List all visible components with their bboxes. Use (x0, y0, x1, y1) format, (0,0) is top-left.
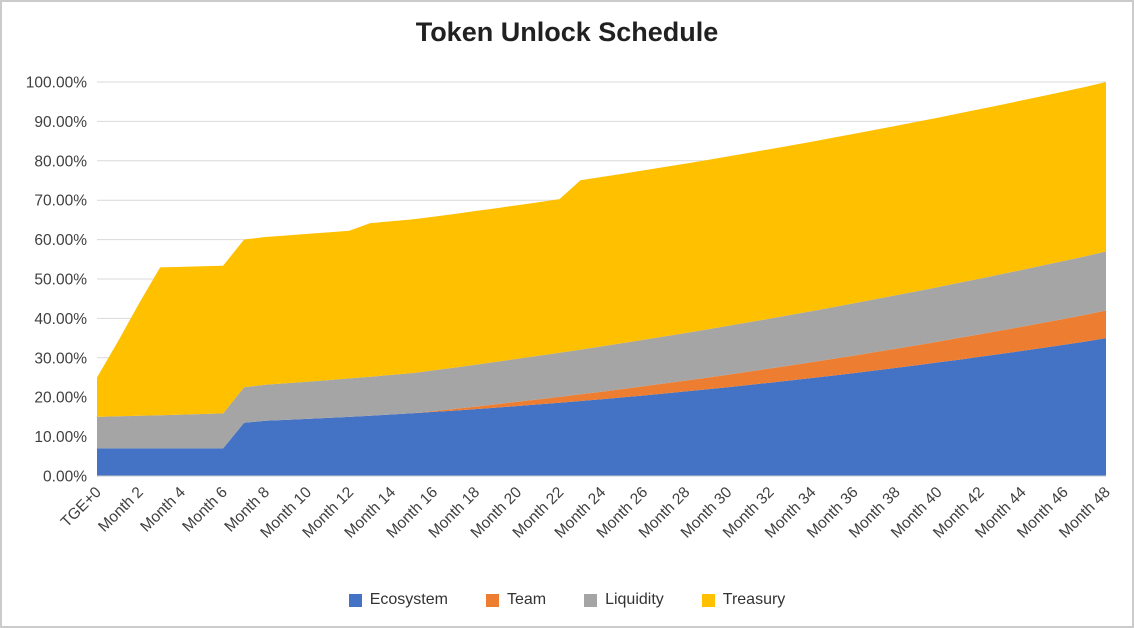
legend-item-treasury: Treasury (701, 591, 786, 609)
area-series-treasury (97, 82, 1106, 417)
y-tick-label: 20.00% (34, 390, 87, 407)
legend-item-liquidity: Liquidity (584, 591, 664, 609)
y-tick-label: 30.00% (34, 350, 87, 367)
legend-label: Liquidity (605, 591, 664, 608)
y-tick-label: 10.00% (34, 429, 87, 446)
y-tick-label: 60.00% (34, 232, 87, 249)
legend-item-ecosystem: Ecosystem (348, 591, 448, 609)
area-series-ecosystem (97, 338, 1106, 476)
legend: Ecosystem Team Liquidity Treasury (2, 591, 1132, 609)
x-tick-label: Month 4 (137, 484, 189, 536)
legend-label: Team (506, 591, 547, 608)
legend-swatch-team (485, 593, 499, 607)
y-tick-label: 50.00% (34, 272, 87, 289)
legend-item-team: Team (485, 591, 547, 609)
legend-swatch-liquidity (584, 593, 598, 607)
legend-swatch-treasury (701, 593, 715, 607)
y-tick-label: 0.00% (43, 469, 87, 486)
y-tick-label: 100.00% (26, 75, 87, 92)
y-tick-label: 90.00% (34, 114, 87, 131)
area-series-liquidity (97, 251, 1106, 449)
x-tick-label: Month 6 (179, 484, 231, 536)
x-tick-label: Month 2 (95, 484, 147, 536)
y-tick-label: 80.00% (34, 153, 87, 170)
y-tick-label: 70.00% (34, 193, 87, 210)
legend-label: Ecosystem (369, 591, 448, 608)
y-tick-label: 40.00% (34, 311, 87, 328)
legend-label: Treasury (722, 591, 786, 608)
chart-title: Token Unlock Schedule (415, 17, 719, 47)
legend-swatch-ecosystem (348, 593, 362, 607)
